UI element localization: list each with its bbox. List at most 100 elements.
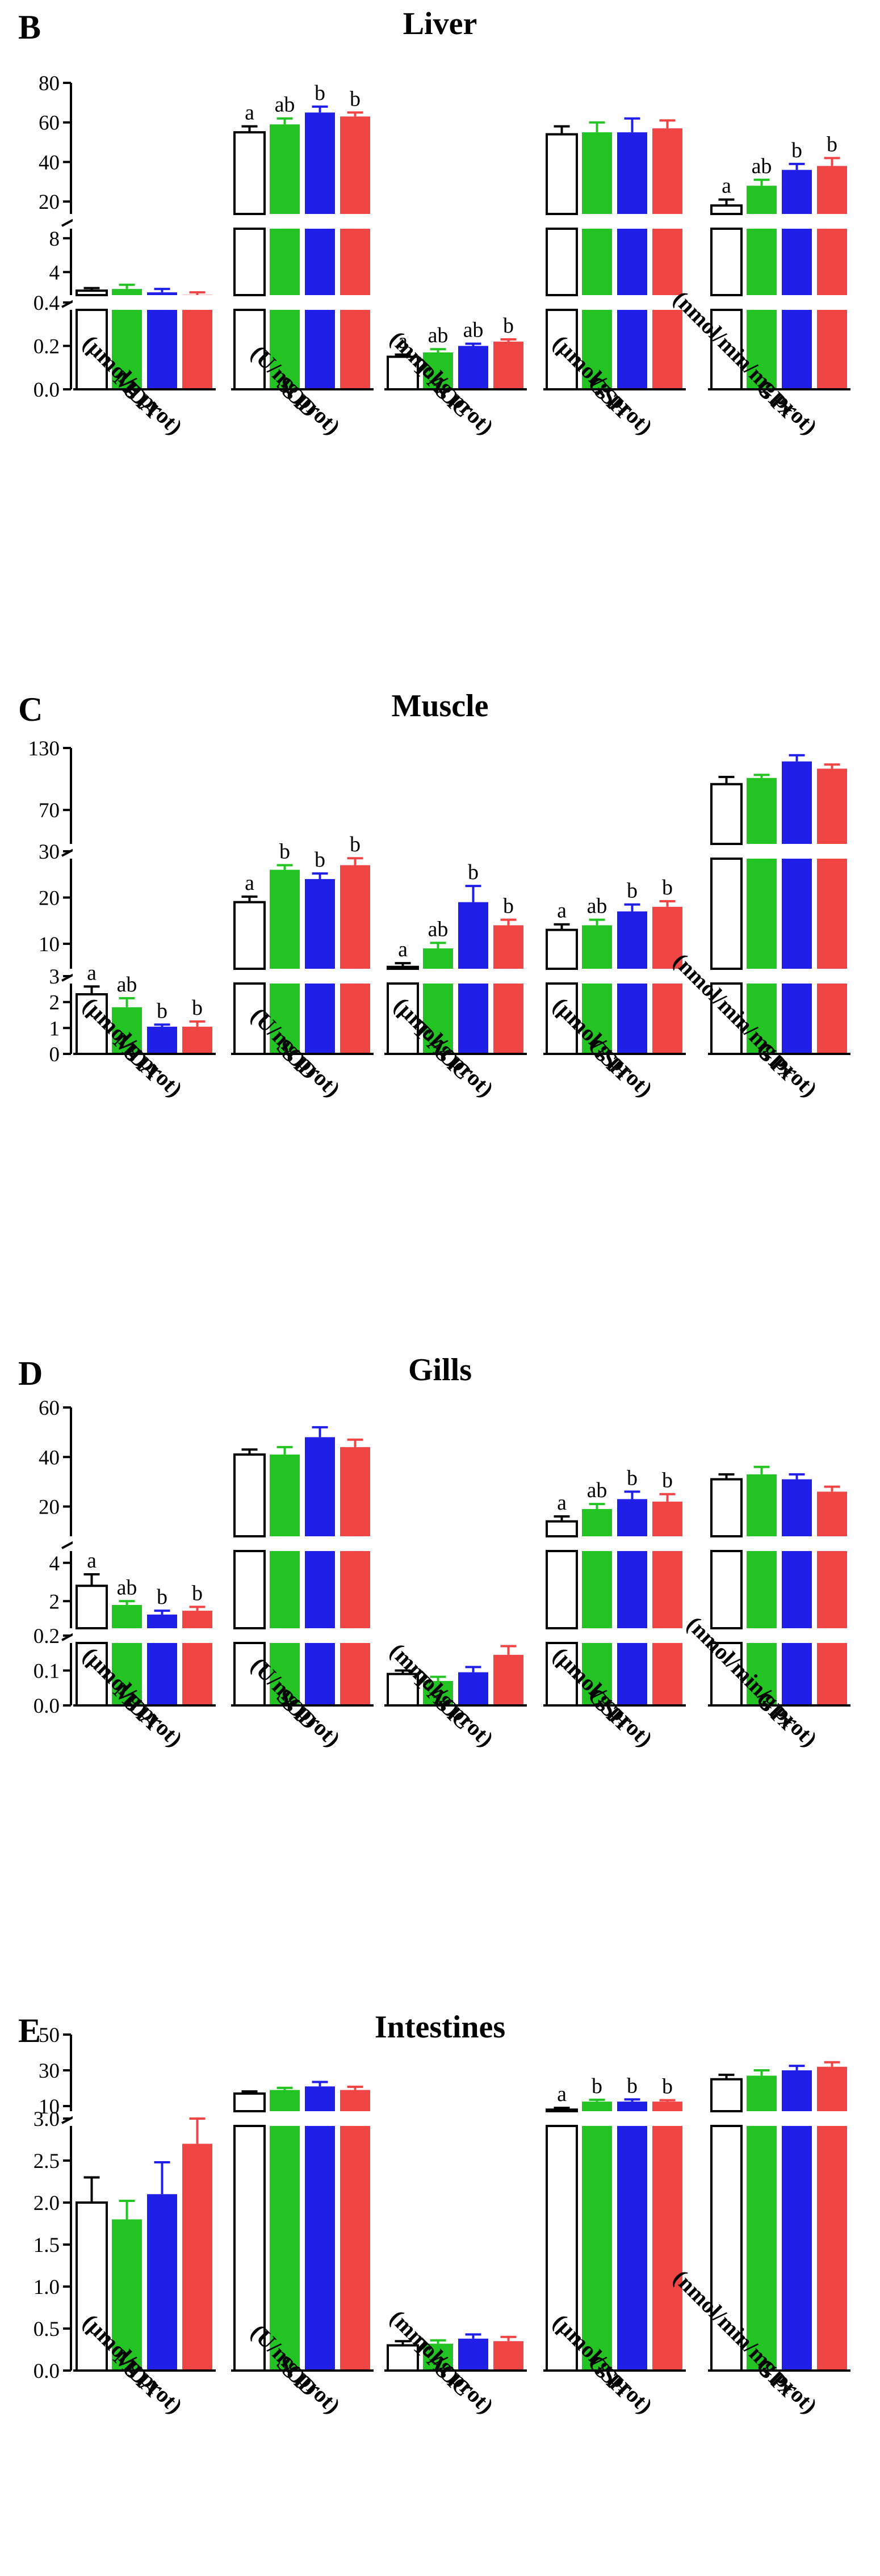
significance-label: ab <box>428 323 449 347</box>
bar-piece <box>233 1550 266 1629</box>
bar-piece <box>305 310 335 389</box>
bar-piece <box>582 1508 612 1536</box>
significance-label: b <box>157 999 167 1023</box>
bar-piece <box>652 1643 682 1705</box>
bar-piece <box>340 984 370 1054</box>
bar-piece <box>493 1654 523 1705</box>
bar-piece <box>233 982 266 1055</box>
bar-piece <box>747 310 777 389</box>
bar-piece <box>582 229 612 295</box>
bar-MDA-g3 <box>147 288 177 389</box>
bar-MDA-g3 <box>147 1023 177 1054</box>
bar-piece <box>817 768 847 844</box>
significance-label: b <box>315 81 325 105</box>
significance-label: ab <box>117 1575 137 1599</box>
y-tick-label: 130 <box>28 737 60 760</box>
significance-label: a <box>398 938 408 961</box>
bar-T-AOC-control <box>387 353 419 390</box>
bar-GPx-control <box>710 198 743 390</box>
bar-piece <box>387 965 419 970</box>
bar-piece <box>112 2219 142 2371</box>
bar-piece <box>652 2102 682 2111</box>
bar-piece <box>817 310 847 389</box>
bar-piece <box>305 984 335 1054</box>
bar-MDA-g4 <box>182 291 212 389</box>
significance-label: b <box>503 894 514 918</box>
y-tick-label: 20 <box>39 1496 60 1519</box>
significance-label: b <box>662 1469 673 1493</box>
bar-piece <box>76 1585 108 1629</box>
bar-piece <box>817 229 847 295</box>
bar-piece <box>582 984 612 1054</box>
bar-MDA-control <box>76 985 108 1056</box>
bar-piece <box>305 879 335 969</box>
bar-piece <box>652 310 682 389</box>
bar-GPx-control <box>710 1473 743 1707</box>
bar-piece <box>710 228 743 296</box>
axis-break-gap <box>73 215 879 228</box>
bar-piece <box>270 1454 300 1536</box>
significance-label: ab <box>428 917 449 941</box>
bar-piece <box>147 292 177 295</box>
bar-piece <box>652 1501 682 1536</box>
bar-piece <box>458 1672 488 1705</box>
bar-piece <box>710 982 743 1055</box>
significance-label: b <box>157 1585 167 1609</box>
axis-break-gap <box>73 845 879 858</box>
bar-piece <box>340 1447 370 1536</box>
bar-piece <box>493 341 523 389</box>
bar-MDA-g4 <box>182 1606 212 1705</box>
axis-break-gap <box>73 2112 879 2125</box>
bar-piece <box>270 984 300 1054</box>
y-tick-label: 30 <box>39 841 60 864</box>
bar-piece <box>817 984 847 1054</box>
significance-label: b <box>279 839 290 863</box>
y-tick-label: 2 <box>49 1590 60 1613</box>
panel-letter: D <box>18 1355 43 1392</box>
bar-piece <box>710 858 743 970</box>
significance-label: b <box>192 1581 203 1605</box>
y-tick-label: 2 <box>49 991 60 1015</box>
bar-piece <box>147 1027 177 1054</box>
bar-piece <box>546 1550 578 1629</box>
significance-label: a <box>398 329 408 353</box>
bar-piece <box>652 1551 682 1628</box>
bar-piece <box>546 2108 578 2113</box>
bar-piece <box>747 1474 777 1536</box>
bar-piece <box>112 1605 142 1628</box>
bar-piece <box>305 2086 335 2111</box>
bar-piece <box>458 2338 488 2371</box>
bar-piece <box>546 228 578 296</box>
bar-piece <box>423 2343 453 2371</box>
bar-piece <box>582 2126 612 2371</box>
significance-label: ab <box>752 154 772 178</box>
bar-piece <box>340 310 370 389</box>
panel-letter: C <box>18 691 43 728</box>
significance-label: a <box>557 2082 567 2106</box>
bar-piece <box>710 204 743 216</box>
significance-label: b <box>350 87 361 111</box>
bar-MDA-g2 <box>112 283 142 389</box>
bar-piece <box>782 310 812 389</box>
y-tick-label: 0.0 <box>33 1695 60 1718</box>
bar-piece <box>270 2090 300 2111</box>
bar-GSH-control <box>546 1515 578 1707</box>
bar-piece <box>76 1642 108 1707</box>
axis-break-gap <box>73 1629 879 1642</box>
bar-piece <box>582 1551 612 1628</box>
significance-label: b <box>827 132 837 156</box>
bar-GPx-control <box>710 775 743 1055</box>
significance-label: b <box>503 314 514 338</box>
bar-piece <box>458 984 488 1054</box>
bar-piece <box>817 859 847 969</box>
significance-label: b <box>315 848 325 872</box>
bar-piece <box>340 865 370 969</box>
bar-piece <box>233 309 266 390</box>
bar-piece <box>617 310 647 389</box>
significance-label: ab <box>587 1478 607 1502</box>
bar-piece <box>782 984 812 1054</box>
bar-SOD-g3 <box>305 1426 335 1705</box>
bar-GSH-g4 <box>652 900 682 1054</box>
panel-letter: E <box>18 2012 41 2049</box>
bar-piece <box>782 859 812 969</box>
